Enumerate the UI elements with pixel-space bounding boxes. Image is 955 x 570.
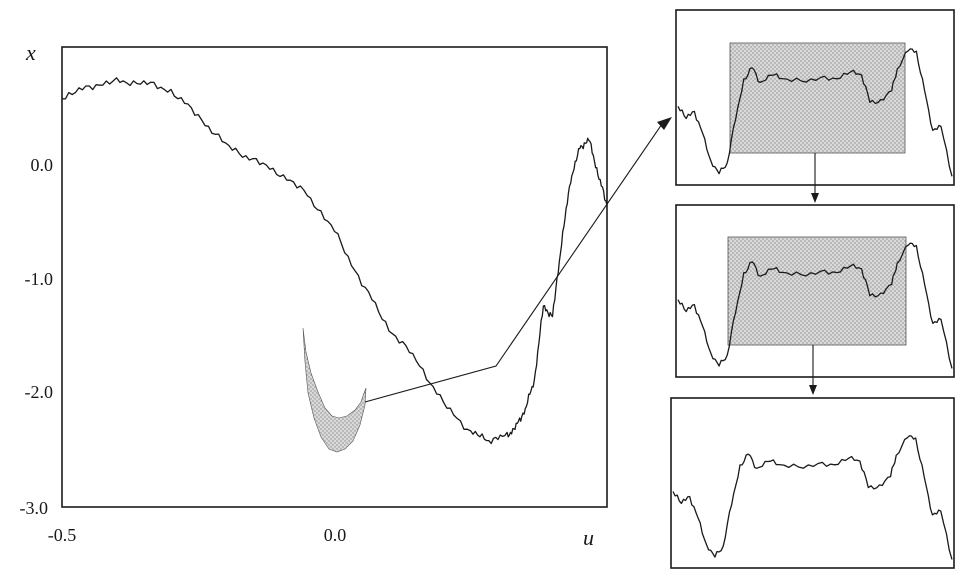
main-curve-layer <box>61 77 608 445</box>
inset-2-highlight-box <box>727 236 907 346</box>
zoom-connector-line <box>364 123 663 403</box>
y-tick-label-0: 0.0 <box>31 155 54 175</box>
y-tick-label-1: -1.0 <box>25 269 54 289</box>
inset-1-highlight-box <box>729 42 906 154</box>
inset-2-frame <box>675 204 955 378</box>
main-curve-line <box>61 77 608 445</box>
inset-2-to-3-arrowhead <box>809 385 817 395</box>
zoom-connector-arrowhead <box>657 117 672 130</box>
main-plot-frame <box>61 46 608 508</box>
inset-curve-line <box>672 435 953 560</box>
x-tick-label-0: -0.5 <box>48 525 77 545</box>
highlighted-valley-region <box>302 327 367 453</box>
inset-curve-line <box>677 48 953 177</box>
x-axis-label: u <box>583 525 594 550</box>
inset-3-frame <box>670 397 955 569</box>
y-tick-label-3: -3.0 <box>20 498 49 518</box>
inset-panel-3 <box>670 397 955 569</box>
inset-curve-line <box>677 242 953 369</box>
inset-panel-1 <box>675 9 955 186</box>
inset-panel-2 <box>675 204 955 378</box>
y-tick-label-2: -2.0 <box>25 382 54 402</box>
inset-1-to-2-arrowhead <box>811 193 819 203</box>
inset-2-curve <box>677 242 953 369</box>
x-tick-label-1: 0.0 <box>324 525 347 545</box>
inset-1-curve <box>677 48 953 177</box>
inset-3-curve <box>672 435 953 560</box>
y-axis-label: x <box>25 40 36 65</box>
